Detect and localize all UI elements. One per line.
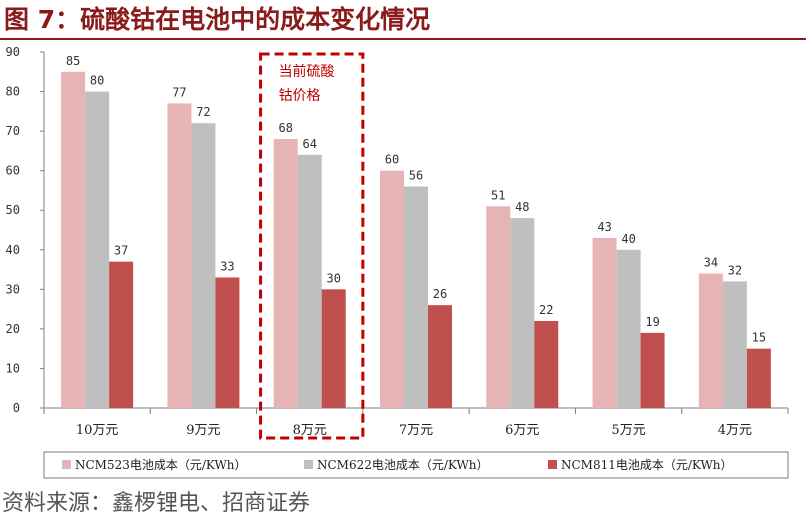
legend-swatch	[548, 460, 557, 469]
x-tick-label: 6万元	[505, 423, 539, 438]
data-label: 43	[597, 220, 611, 234]
data-label: 51	[491, 188, 505, 202]
bar	[321, 289, 346, 408]
data-label: 68	[278, 121, 292, 135]
data-label: 26	[433, 287, 447, 301]
bar	[616, 249, 641, 408]
y-tick-label: 60	[6, 164, 20, 178]
bar	[404, 186, 428, 408]
data-label: 32	[728, 263, 742, 277]
y-tick-label: 80	[6, 85, 20, 99]
y-tick-label: 50	[6, 203, 20, 217]
data-label: 85	[66, 54, 80, 68]
bar	[380, 170, 404, 408]
data-label: 33	[220, 259, 234, 273]
data-label: 80	[90, 74, 104, 88]
y-tick-label: 20	[6, 322, 20, 336]
bar	[167, 103, 192, 408]
legend-swatch	[304, 460, 313, 469]
x-tick-label: 8万元	[293, 423, 327, 438]
x-tick-label: 7万元	[399, 423, 433, 438]
source-note: 资料来源：鑫椤锂电、招商证券	[2, 491, 311, 516]
bar	[486, 206, 511, 408]
x-tick-label: 10万元	[76, 423, 119, 438]
data-label: 34	[704, 256, 718, 270]
legend-label: NCM811电池成本（元/KWh）	[561, 458, 733, 472]
bar	[85, 91, 110, 409]
bar	[592, 237, 617, 408]
y-tick-label: 0	[13, 401, 20, 415]
bar	[191, 123, 216, 408]
bar	[109, 261, 134, 408]
data-label: 56	[409, 168, 423, 182]
data-label: 64	[302, 137, 316, 151]
bar	[428, 305, 452, 408]
figure-title: 图 7：硫酸钴在电池中的成本变化情况	[4, 5, 431, 34]
data-label: 60	[385, 153, 399, 167]
legend-box	[43, 451, 789, 479]
data-label: 37	[114, 244, 128, 258]
bar	[61, 71, 86, 409]
data-label: 48	[515, 200, 529, 214]
annotation-label: 当前硫酸	[279, 63, 335, 80]
annotation-label: 钴价格	[279, 88, 321, 104]
data-label: 22	[539, 303, 553, 317]
bar-chart: 0 10 20 30 40 50 60 70 80 90 10万元 9万元 8万元 7万元 6万元 5万元 4万…	[6, 45, 789, 479]
legend-swatch	[62, 460, 71, 469]
x-tick-label: 4万元	[718, 423, 752, 438]
y-tick-label: 70	[6, 124, 20, 138]
y-tick-label: 90	[6, 45, 20, 59]
bar	[510, 218, 535, 408]
y-tick-label: 10	[6, 361, 20, 375]
bar	[722, 281, 747, 408]
data-label: 19	[645, 315, 659, 329]
data-label: 15	[752, 331, 766, 345]
data-label: 30	[326, 271, 340, 285]
data-label: 77	[172, 85, 186, 99]
x-tick-label: 5万元	[611, 423, 645, 438]
bar	[297, 154, 322, 408]
bar	[698, 273, 723, 408]
bar	[746, 348, 771, 408]
bar	[534, 320, 559, 408]
data-label: 40	[621, 232, 635, 246]
y-tick-label: 30	[6, 282, 20, 296]
bar	[273, 139, 298, 408]
legend-label: NCM523电池成本（元/KWh）	[75, 458, 247, 472]
annotation-box	[259, 52, 365, 440]
x-tick-label: 9万元	[186, 423, 220, 438]
title-divider	[0, 38, 806, 40]
bar	[215, 277, 240, 408]
y-tick-label: 40	[6, 243, 20, 257]
bar	[640, 332, 665, 408]
legend-label: NCM622电池成本（元/KWh）	[317, 458, 489, 472]
data-label: 72	[196, 105, 210, 119]
